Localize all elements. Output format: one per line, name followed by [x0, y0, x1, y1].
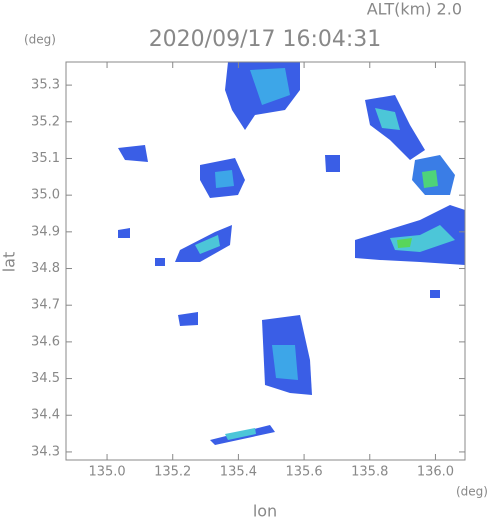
x-tick-label: 136.0 — [417, 465, 454, 480]
y-axis-label: lat — [0, 252, 19, 273]
radar-echoes — [118, 62, 465, 445]
chart-subtitle: ALT(km) 2.0 — [367, 0, 462, 19]
x-unit: (deg) — [456, 485, 488, 499]
x-tick-label: 135.2 — [154, 465, 191, 480]
y-tick-label: 35.3 — [31, 78, 60, 93]
y-unit: (deg) — [24, 33, 56, 47]
y-tick-label: 34.7 — [31, 298, 60, 313]
y-tick-label: 34.3 — [31, 444, 60, 459]
y-tick-label: 34.6 — [31, 334, 60, 349]
chart-title: 2020/09/17 16:04:31 — [149, 27, 382, 52]
y-tick-label: 34.8 — [31, 261, 60, 276]
y-tick-label: 35.0 — [31, 188, 60, 203]
y-tick-label: 34.9 — [31, 224, 60, 239]
x-tick-label: 135.0 — [88, 465, 125, 480]
x-tick-label: 135.8 — [351, 465, 388, 480]
x-axis-label: lon — [253, 502, 277, 521]
y-tick-label: 35.2 — [31, 114, 60, 129]
y-tick-label: 35.1 — [31, 151, 60, 166]
y-tick-label: 34.4 — [31, 408, 60, 423]
x-tick-label: 135.4 — [220, 465, 257, 480]
x-tick-label: 135.6 — [285, 465, 322, 480]
y-tick-label: 34.5 — [31, 371, 60, 386]
plot-frame — [65, 61, 466, 461]
